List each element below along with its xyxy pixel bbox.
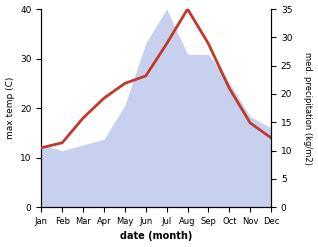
Y-axis label: max temp (C): max temp (C)	[5, 77, 15, 139]
X-axis label: date (month): date (month)	[120, 231, 192, 242]
Y-axis label: med. precipitation (kg/m2): med. precipitation (kg/m2)	[303, 52, 313, 165]
